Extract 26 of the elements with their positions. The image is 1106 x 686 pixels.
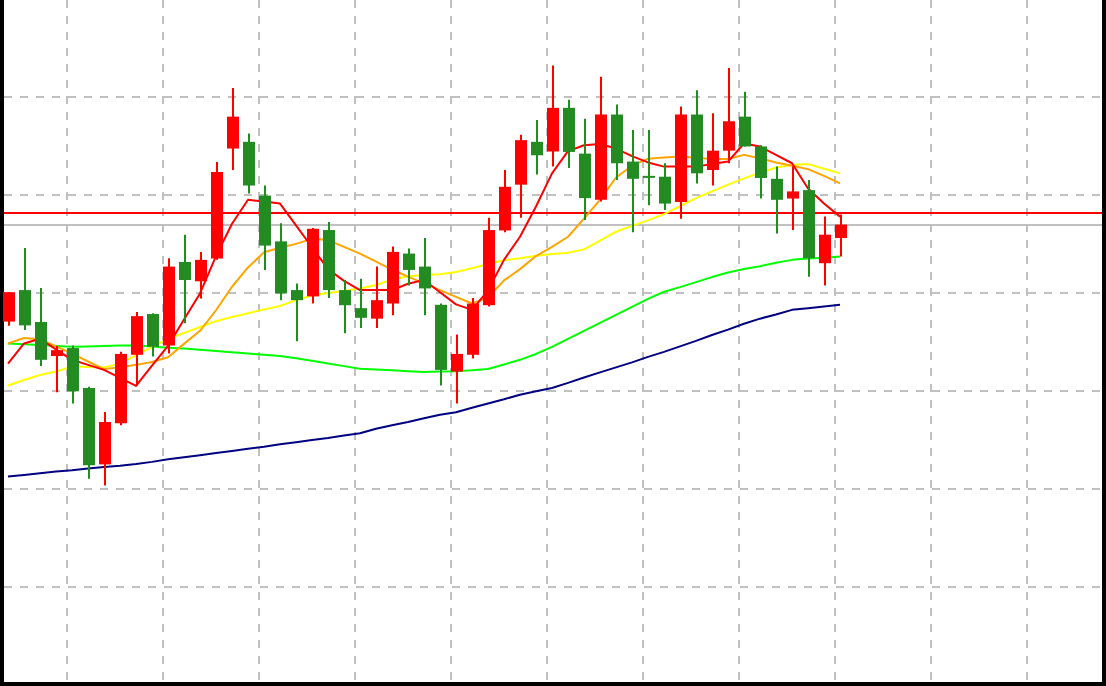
candlestick (35, 287, 47, 368)
candlestick (531, 119, 543, 176)
candlestick (643, 129, 655, 207)
candlestick (419, 237, 431, 317)
candlestick (99, 410, 111, 487)
candlestick (291, 282, 303, 343)
candlestick (627, 129, 639, 234)
candlestick (227, 87, 239, 171)
candlestick (755, 144, 767, 200)
candlestick (3, 291, 15, 327)
candlestick (147, 312, 159, 358)
candlestick (739, 90, 751, 148)
candlestick (19, 247, 31, 331)
candlestick (771, 165, 783, 235)
candlestick (67, 344, 79, 405)
candlestick (563, 98, 575, 169)
candlestick (355, 277, 367, 329)
candlestick (179, 233, 191, 325)
candlestick (243, 132, 255, 195)
candlestick (371, 265, 383, 329)
candlestick (195, 250, 207, 300)
candlestick (579, 117, 591, 221)
candlestick (659, 162, 671, 211)
candlestick (403, 247, 415, 287)
candlestick (451, 333, 463, 405)
candlestick (339, 279, 351, 335)
